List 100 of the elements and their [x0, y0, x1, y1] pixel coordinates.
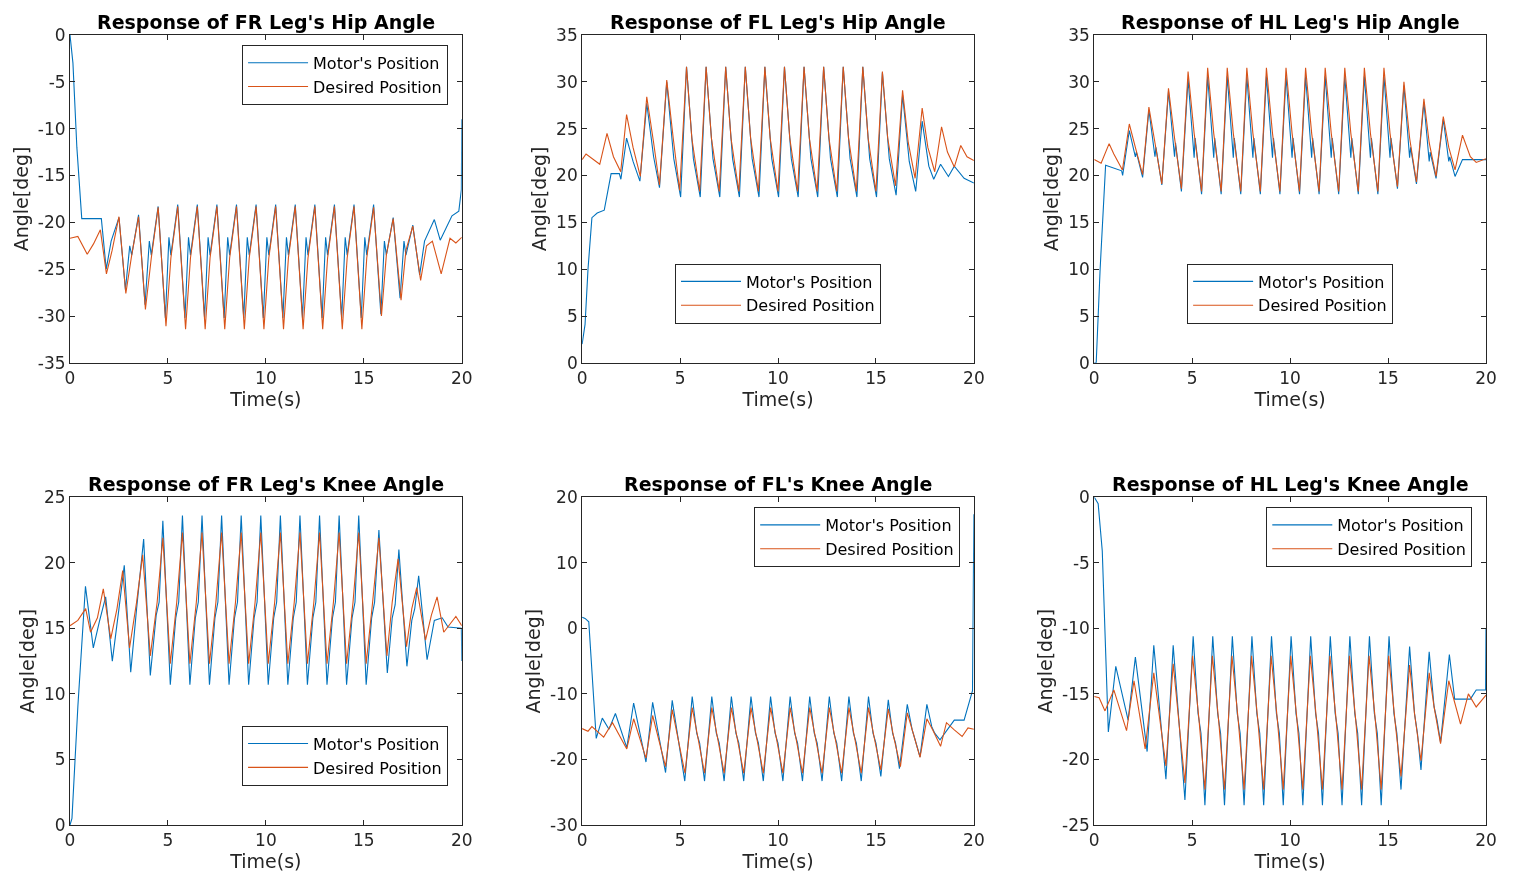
y-tick-label: -10 [37, 118, 66, 139]
y-axis-title: Angle[deg] [15, 608, 38, 714]
legend-label: Desired Position [313, 77, 442, 97]
x-tick-label: 20 [963, 830, 985, 851]
y-tick-label: 10 [43, 683, 66, 704]
legend-label: Motor's Position [825, 516, 952, 536]
y-tick-label: 35 [1068, 24, 1090, 45]
x-tick-label: 5 [1186, 368, 1198, 389]
x-tick-label: 15 [353, 368, 375, 389]
legend-label: Motor's Position [313, 734, 440, 754]
x-tick-label: 20 [1475, 830, 1497, 851]
y-tick-label: -5 [48, 71, 66, 92]
x-tick-label: 20 [963, 368, 985, 389]
line-series [70, 532, 462, 665]
legend-label: Desired Position [1258, 296, 1387, 316]
y-tick-label: 15 [1068, 212, 1090, 233]
y-tick-label: -20 [37, 212, 66, 233]
y-axis-title: Angle[deg] [527, 146, 550, 252]
x-axis-title: Time(s) [741, 388, 814, 411]
y-tick-label: 20 [1068, 165, 1090, 186]
y-tick-label: -25 [1062, 814, 1090, 835]
y-tick-label: -10 [549, 683, 578, 704]
y-tick-label: -15 [37, 165, 66, 186]
x-tick-label: 15 [865, 830, 887, 851]
x-tick-label: 15 [1377, 368, 1399, 389]
x-tick-label: 15 [353, 830, 375, 851]
x-tick-label: 15 [1377, 830, 1399, 851]
legend-label: Desired Position [313, 758, 442, 778]
line-series [1094, 655, 1486, 791]
y-tick-label: -30 [37, 305, 66, 326]
y-tick-label: 15 [556, 212, 578, 233]
x-tick-label: 5 [162, 830, 174, 851]
x-tick-label: 10 [1279, 830, 1301, 851]
y-tick-label: 25 [556, 118, 578, 139]
y-axis-title: Angle[deg] [9, 146, 32, 252]
y-tick-label: 25 [43, 487, 66, 508]
y-tick-label: 0 [1079, 487, 1090, 508]
x-axis-title: Time(s) [1253, 850, 1326, 873]
x-axis-title: Time(s) [229, 388, 302, 411]
y-tick-label: 0 [566, 618, 578, 639]
y-tick-label: -5 [1072, 552, 1090, 573]
chart-title: Response of FR Leg's Hip Angle [97, 11, 436, 33]
line-series [1094, 67, 1486, 192]
y-axis-title: Angle[deg] [1040, 146, 1063, 252]
chart-title: Response of FL's Knee Angle [624, 473, 933, 495]
x-tick-label: 20 [450, 830, 473, 851]
x-tick-label: 10 [767, 830, 789, 851]
legend-label: Motor's Position [1258, 272, 1385, 292]
x-tick-label: 15 [865, 368, 887, 389]
y-tick-label: 5 [566, 305, 578, 326]
y-axis-title: Angle[deg] [1033, 608, 1056, 714]
chart-title: Response of HL Leg's Knee Angle [1112, 473, 1469, 495]
y-tick-label: 0 [566, 352, 578, 373]
legend-label: Motor's Position [746, 272, 873, 292]
x-tick-label: 5 [674, 830, 686, 851]
y-tick-label: 0 [54, 24, 66, 45]
y-tick-label: 20 [556, 487, 578, 508]
legend-label: Desired Position [1337, 539, 1466, 559]
chart-title: Response of FL Leg's Hip Angle [610, 11, 946, 33]
y-tick-label: 10 [1068, 259, 1090, 280]
y-tick-label: 35 [556, 24, 578, 45]
x-tick-label: 10 [1279, 368, 1301, 389]
y-tick-label: 0 [1079, 352, 1090, 373]
y-tick-label: 30 [1068, 71, 1090, 92]
y-tick-label: 30 [556, 71, 578, 92]
legend-label: Desired Position [825, 539, 954, 559]
y-tick-label: 20 [43, 552, 66, 573]
y-tick-label: 5 [54, 749, 66, 770]
legend-label: Desired Position [746, 296, 875, 316]
line-series [582, 707, 974, 774]
x-tick-label: 10 [255, 368, 277, 389]
y-tick-label: -20 [1062, 749, 1090, 770]
x-tick-label: 10 [255, 830, 277, 851]
line-series [70, 205, 462, 330]
y-tick-label: -10 [1062, 618, 1090, 639]
chart-title: Response of FR Leg's Knee Angle [88, 473, 445, 495]
x-axis-title: Time(s) [741, 850, 814, 873]
y-tick-label: 25 [1068, 118, 1090, 139]
x-tick-label: 5 [162, 368, 174, 389]
x-tick-label: 10 [767, 368, 789, 389]
y-axis-title: Angle[deg] [521, 608, 544, 714]
y-tick-label: 15 [43, 618, 66, 639]
y-tick-label: -25 [37, 259, 66, 280]
y-tick-label: -20 [549, 749, 578, 770]
x-tick-label: 5 [674, 368, 686, 389]
y-tick-label: -15 [1062, 683, 1090, 704]
legend-label: Motor's Position [1337, 516, 1464, 536]
x-axis-title: Time(s) [229, 850, 302, 873]
x-axis-title: Time(s) [1253, 388, 1326, 411]
legend-label: Motor's Position [313, 53, 440, 73]
line-series [582, 66, 974, 192]
y-tick-label: 5 [1079, 305, 1090, 326]
y-tick-label: 10 [556, 259, 578, 280]
chart-title: Response of HL Leg's Hip Angle [1121, 11, 1460, 33]
y-tick-label: -30 [549, 814, 578, 835]
y-tick-label: -35 [37, 352, 66, 373]
x-tick-label: 20 [1475, 368, 1497, 389]
y-tick-label: 0 [54, 814, 66, 835]
x-tick-label: 5 [1186, 830, 1198, 851]
x-tick-label: 20 [450, 368, 473, 389]
